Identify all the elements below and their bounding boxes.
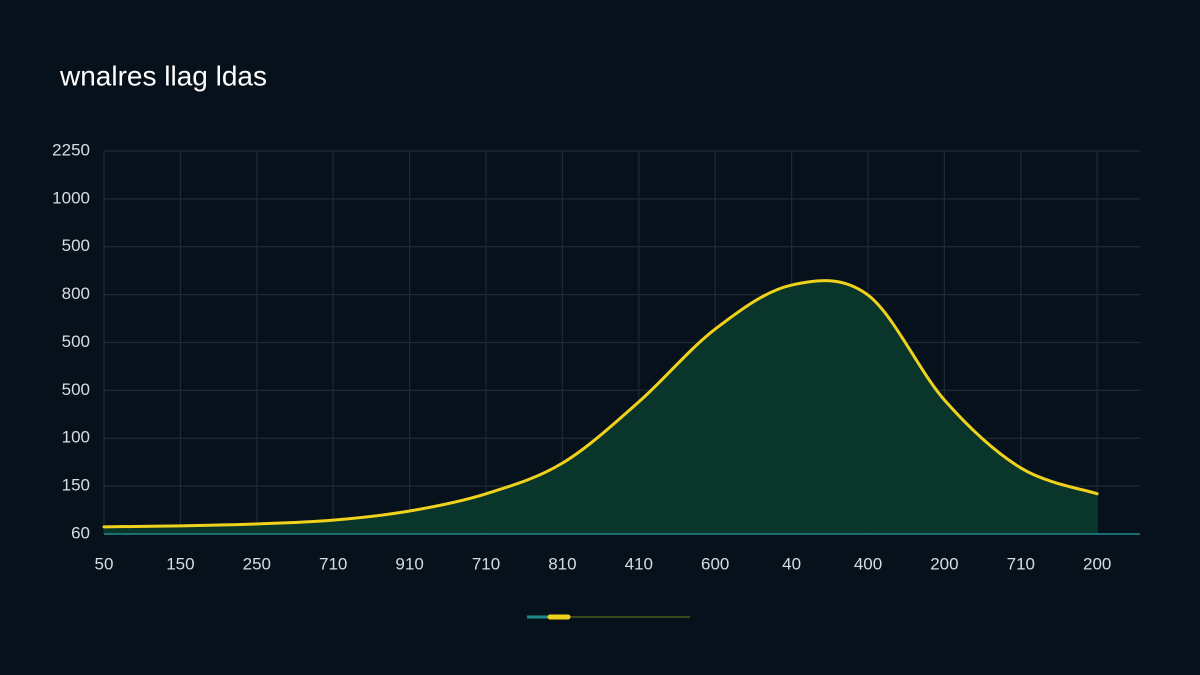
x-tick-label: 50	[95, 554, 114, 573]
x-tick-label: 200	[930, 554, 958, 573]
x-tick-label: 400	[854, 554, 882, 573]
y-tick-label: 100	[62, 428, 90, 447]
chart-title: wnalres llag ldas	[59, 60, 267, 91]
x-tick-label: 40	[782, 554, 801, 573]
y-tick-label: 1000	[52, 188, 90, 207]
y-tick-label: 500	[62, 236, 90, 255]
area-fill	[104, 280, 1098, 534]
x-tick-label: 200	[1083, 554, 1111, 573]
y-tick-label: 60	[71, 523, 90, 542]
y-tick-label: 150	[62, 476, 90, 495]
x-tick-label: 150	[166, 554, 194, 573]
y-tick-label: 500	[62, 332, 90, 351]
x-tick-label: 410	[625, 554, 653, 573]
y-tick-label: 500	[62, 380, 90, 399]
x-tick-label: 710	[472, 554, 500, 573]
plot-area: 60 150 100 500 500 800 500 1000 2250 50 150 250 710 9…	[52, 140, 1140, 573]
x-tick-label: 600	[701, 554, 729, 573]
x-tick-label: 250	[243, 554, 271, 573]
y-tick-label: 800	[62, 284, 90, 303]
x-tick-label: 710	[1007, 554, 1035, 573]
x-tick-label: 710	[319, 554, 347, 573]
line	[102, 279, 1099, 529]
x-tick-label: 810	[548, 554, 576, 573]
y-tick-label: 2250	[52, 140, 90, 159]
x-tick-label: 910	[395, 554, 423, 573]
